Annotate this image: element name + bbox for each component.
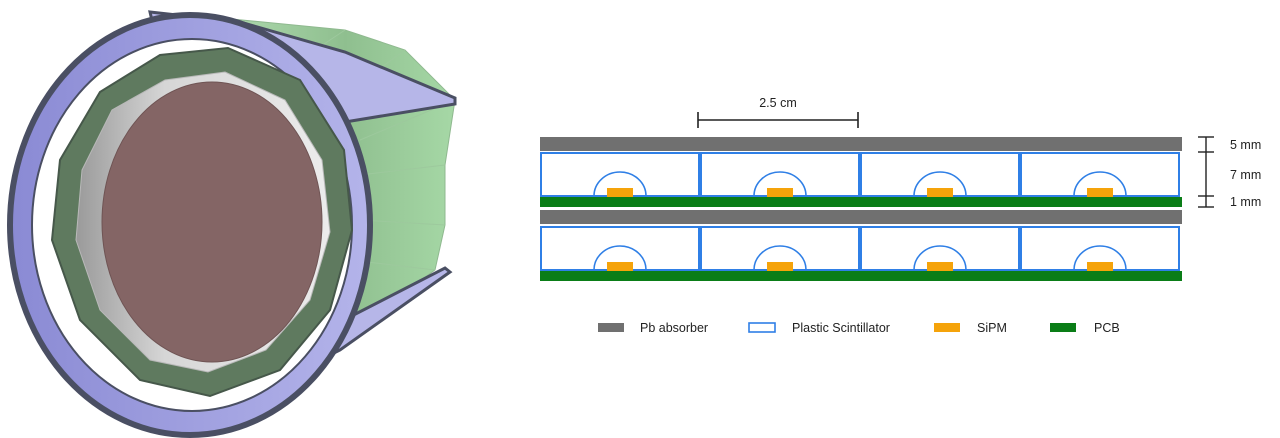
scale-bar-label: 2.5 cm <box>759 96 797 110</box>
scintillator-row-1 <box>540 152 1180 197</box>
dimension-label-absorber: 5 mm <box>1230 138 1261 152</box>
sipm-dome <box>593 171 647 197</box>
legend-label-absorber: Pb absorber <box>640 321 708 335</box>
pcb-layer-1 <box>540 197 1182 207</box>
sipm-chip <box>607 262 633 271</box>
sipm-chip <box>927 262 953 271</box>
pb-absorber-layer-2 <box>540 210 1182 224</box>
legend-swatch-absorber <box>598 323 624 332</box>
sipm-chip <box>927 188 953 197</box>
sipm-chip <box>1087 188 1113 197</box>
legend-swatch-pcb <box>1050 323 1076 332</box>
dimension-indicator <box>1198 136 1214 208</box>
central-core <box>101 81 323 363</box>
legend-label-pcb: PCB <box>1094 321 1120 335</box>
pb-absorber-layer-1 <box>540 137 1182 151</box>
sipm-dome <box>1073 171 1127 197</box>
sipm-chip <box>607 188 633 197</box>
scintillator-row-2 <box>540 226 1180 271</box>
dimension-label-scintillator: 7 mm <box>1230 168 1261 182</box>
sipm-chip <box>767 188 793 197</box>
sipm-chip <box>767 262 793 271</box>
dimension-label-pcb: 1 mm <box>1230 195 1261 209</box>
legend-label-sipm: SiPM <box>977 321 1007 335</box>
sipm-dome <box>593 245 647 271</box>
legend-label-scintillator: Plastic Scintillator <box>792 321 890 335</box>
legend-swatch-sipm <box>934 323 960 332</box>
detector-3d-rendering <box>7 10 457 438</box>
sipm-dome <box>913 171 967 197</box>
sipm-dome <box>1073 245 1127 271</box>
layer-cross-section: 2.5 cm <box>540 96 1261 335</box>
legend: Pb absorber Plastic Scintillator SiPM PC… <box>598 321 1120 335</box>
sipm-dome <box>753 245 807 271</box>
scale-bar: 2.5 cm <box>697 96 859 128</box>
pcb-layer-2 <box>540 271 1182 281</box>
sipm-dome <box>753 171 807 197</box>
sipm-dome <box>913 245 967 271</box>
legend-swatch-scintillator <box>748 322 776 333</box>
sipm-chip <box>1087 262 1113 271</box>
